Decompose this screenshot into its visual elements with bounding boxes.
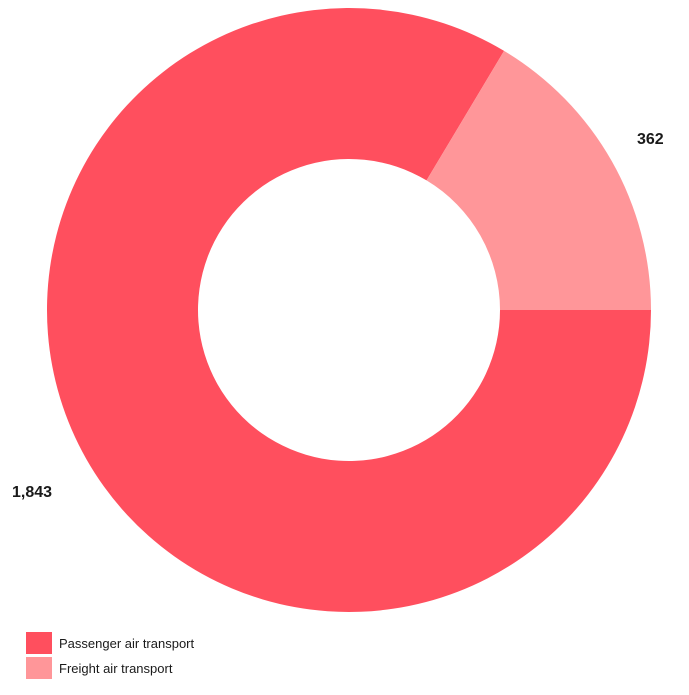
data-label-freight: 362 (637, 131, 664, 148)
data-label-passenger: 1,843 (12, 484, 52, 501)
legend-label-freight: Freight air transport (59, 660, 173, 676)
donut-slices (47, 7, 651, 612)
legend-item-passenger: Passenger air transport (26, 632, 194, 654)
slice-passenger (47, 7, 651, 612)
data-labels: 1,843 362 (12, 131, 664, 501)
legend-swatch-freight (26, 657, 52, 679)
legend-swatch-passenger (26, 632, 52, 654)
legend: Passenger air transport Freight air tran… (26, 632, 194, 682)
legend-label-passenger: Passenger air transport (59, 635, 195, 651)
slice-freight (426, 50, 651, 310)
legend-item-freight: Freight air transport (26, 657, 194, 679)
donut-chart: 1,843 362 (12, 7, 664, 612)
